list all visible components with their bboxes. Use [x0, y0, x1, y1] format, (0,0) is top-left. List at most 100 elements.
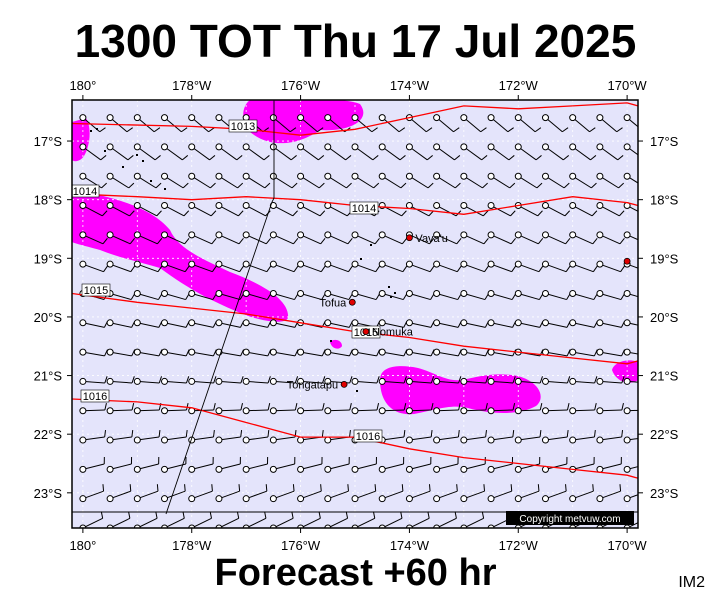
barb-staff	[218, 234, 240, 245]
precip-area	[72, 118, 90, 162]
barb-station	[297, 465, 305, 473]
barb-staff	[572, 490, 594, 500]
wind-barb	[596, 202, 625, 217]
barb-staff	[273, 292, 295, 301]
lon-label-bottom: 172°W	[499, 538, 539, 553]
barb-flag	[237, 182, 244, 189]
barb-flag	[538, 265, 544, 272]
barb-flag	[483, 484, 486, 492]
wind-barb	[133, 202, 162, 217]
wind-barb	[623, 407, 638, 415]
barb-staff	[246, 292, 268, 301]
barb-staff	[354, 517, 375, 528]
barb-staff	[436, 436, 459, 441]
barb-station	[378, 495, 386, 503]
barb-staff	[191, 146, 210, 161]
barb-flag	[294, 376, 299, 384]
wind-barb	[351, 231, 380, 245]
barb-staff	[164, 490, 186, 500]
wind-barb	[161, 376, 190, 385]
barb-flag	[264, 511, 267, 519]
barb-staff	[572, 436, 595, 441]
barb-flag	[238, 484, 241, 492]
barb-staff	[273, 490, 295, 500]
barb-staff	[354, 490, 376, 500]
barb-flag	[374, 484, 377, 492]
barb-station	[460, 114, 468, 122]
barb-flag	[511, 265, 517, 272]
barb-staff	[463, 146, 482, 161]
barb-station	[460, 289, 468, 297]
precip-area	[330, 339, 342, 349]
barb-station	[269, 465, 277, 473]
barb-staff	[572, 380, 595, 384]
barb-flag	[322, 376, 326, 384]
barb-station	[79, 407, 87, 415]
barb-flag	[158, 429, 161, 438]
barb-staff	[382, 292, 404, 301]
barb-staff	[572, 146, 591, 161]
barb-station	[460, 495, 468, 503]
barb-staff	[382, 490, 404, 500]
barb-flag	[266, 265, 272, 272]
wind-barb	[460, 376, 489, 385]
barb-staff	[82, 409, 105, 412]
barb-staff	[382, 263, 404, 273]
barb-station	[596, 348, 604, 356]
barb-staff	[463, 263, 485, 273]
barb-station	[378, 289, 386, 297]
wind-barb	[133, 289, 163, 301]
barb-flag	[345, 511, 349, 519]
barb-station	[351, 289, 359, 297]
barb-flag	[646, 183, 651, 188]
barb-staff	[491, 380, 514, 384]
barb-flag	[154, 155, 161, 161]
barb-flag	[648, 294, 652, 300]
barb-flag	[375, 265, 381, 272]
barb-staff	[409, 205, 430, 217]
barb-flag	[645, 155, 650, 159]
barb-staff	[82, 146, 101, 161]
barb-station	[351, 231, 359, 239]
barb-station	[324, 436, 332, 444]
barb-staff	[436, 322, 459, 328]
barb-staff	[626, 117, 638, 128]
wind-barb	[188, 172, 216, 189]
barb-staff	[409, 234, 430, 245]
lon-label-top: 172°W	[499, 78, 539, 93]
wind-barb	[378, 143, 406, 161]
wind-barb	[215, 231, 244, 245]
wind-barb	[378, 484, 404, 503]
barb-station	[269, 319, 277, 327]
wind-barb	[351, 484, 377, 503]
barb-station	[433, 260, 441, 268]
barb-flag	[484, 265, 489, 272]
barb-flag	[512, 429, 515, 438]
barb-staff	[599, 263, 621, 273]
barb-station	[215, 319, 223, 327]
barb-staff	[82, 234, 104, 245]
barb-flag	[184, 484, 186, 492]
barb-flag	[481, 155, 488, 161]
barb-flag	[129, 210, 135, 217]
wind-barb	[378, 319, 408, 328]
wind-barb	[269, 172, 298, 189]
place-marker	[362, 328, 370, 335]
wind-barb	[188, 376, 217, 385]
barb-station	[242, 495, 250, 503]
barb-staff	[191, 490, 213, 500]
barb-staff	[245, 517, 267, 528]
barb-staff	[545, 263, 567, 273]
island-speck	[330, 340, 332, 342]
wind-barb	[324, 484, 349, 503]
barb-staff	[300, 490, 322, 500]
axis-ticks: 180° 180° 178°W 178°W 176°W 176°W 174°W 174°W 17…	[34, 78, 679, 553]
barb-staff	[626, 234, 638, 241]
barb-staff	[409, 463, 431, 470]
wind-barb	[487, 114, 514, 133]
barb-staff	[545, 351, 568, 357]
barb-staff	[436, 234, 457, 245]
barb-station	[215, 202, 223, 210]
barb-staff	[137, 436, 160, 441]
wind-barb	[242, 403, 271, 415]
